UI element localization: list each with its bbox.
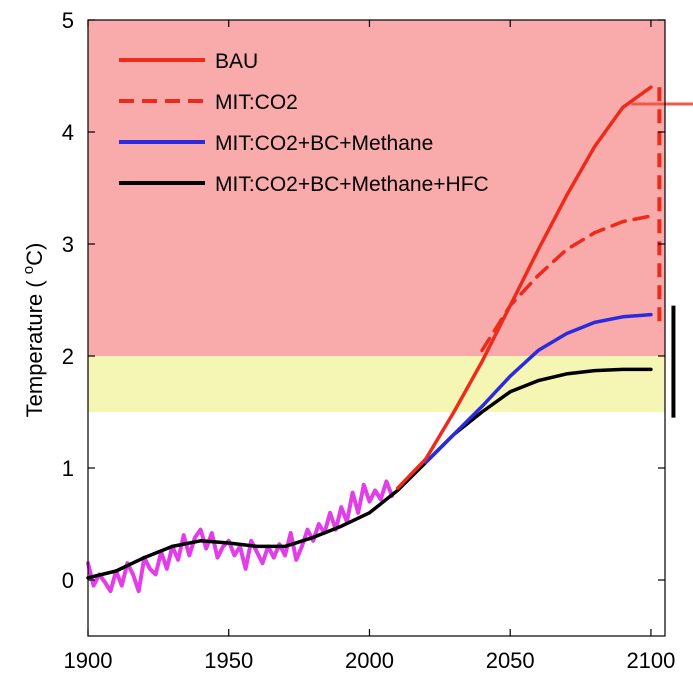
x-tick-label: 2000 (345, 648, 394, 673)
y-tick-label: 2 (62, 344, 74, 369)
y-tick-label: 5 (62, 8, 74, 33)
legend-label-mit-co2-bc-methane: MIT:CO2+BC+Methane (215, 132, 433, 155)
series-line-observed (86, 479, 394, 594)
series-line-bau (395, 85, 653, 490)
x-tick-label: 1950 (204, 648, 253, 673)
threshold-bands (88, 20, 665, 412)
band-2 (88, 356, 665, 412)
legend-label-mit-co2-bc-methane-hfc: MIT:CO2+BC+Methane+HFC (215, 173, 489, 196)
x-tick-label: 1900 (64, 648, 113, 673)
y-axis: 0 1 2 3 4 5 (62, 8, 665, 593)
legend-label-mit-co2: MIT:CO2 (215, 91, 298, 114)
range-markers (631, 87, 693, 418)
series-line-mit-co2-bc-methane (424, 312, 653, 465)
x-axis: 1900 1950 2000 2050 2100 (64, 20, 675, 673)
band-1 (88, 20, 665, 356)
legend: BAU MIT:CO2 MIT:CO2+BC+Methane MIT:CO2+BC+M… (119, 50, 489, 196)
y-tick-label: 1 (62, 456, 74, 481)
y-tick-label: 4 (62, 120, 74, 145)
series-line-mit-co2 (480, 214, 653, 353)
legend-label-bau: BAU (215, 50, 258, 73)
series-line-mit-co2-bc-methane-hfc (86, 367, 653, 580)
x-tick-label: 2100 (626, 648, 675, 673)
y-tick-label: 0 (62, 568, 74, 593)
x-tick-label: 2050 (486, 648, 535, 673)
series-lines (86, 85, 653, 594)
y-tick-label: 3 (62, 232, 74, 257)
plot-frame (87, 19, 666, 637)
y-axis-title: Temperature ( oC) (20, 243, 47, 418)
